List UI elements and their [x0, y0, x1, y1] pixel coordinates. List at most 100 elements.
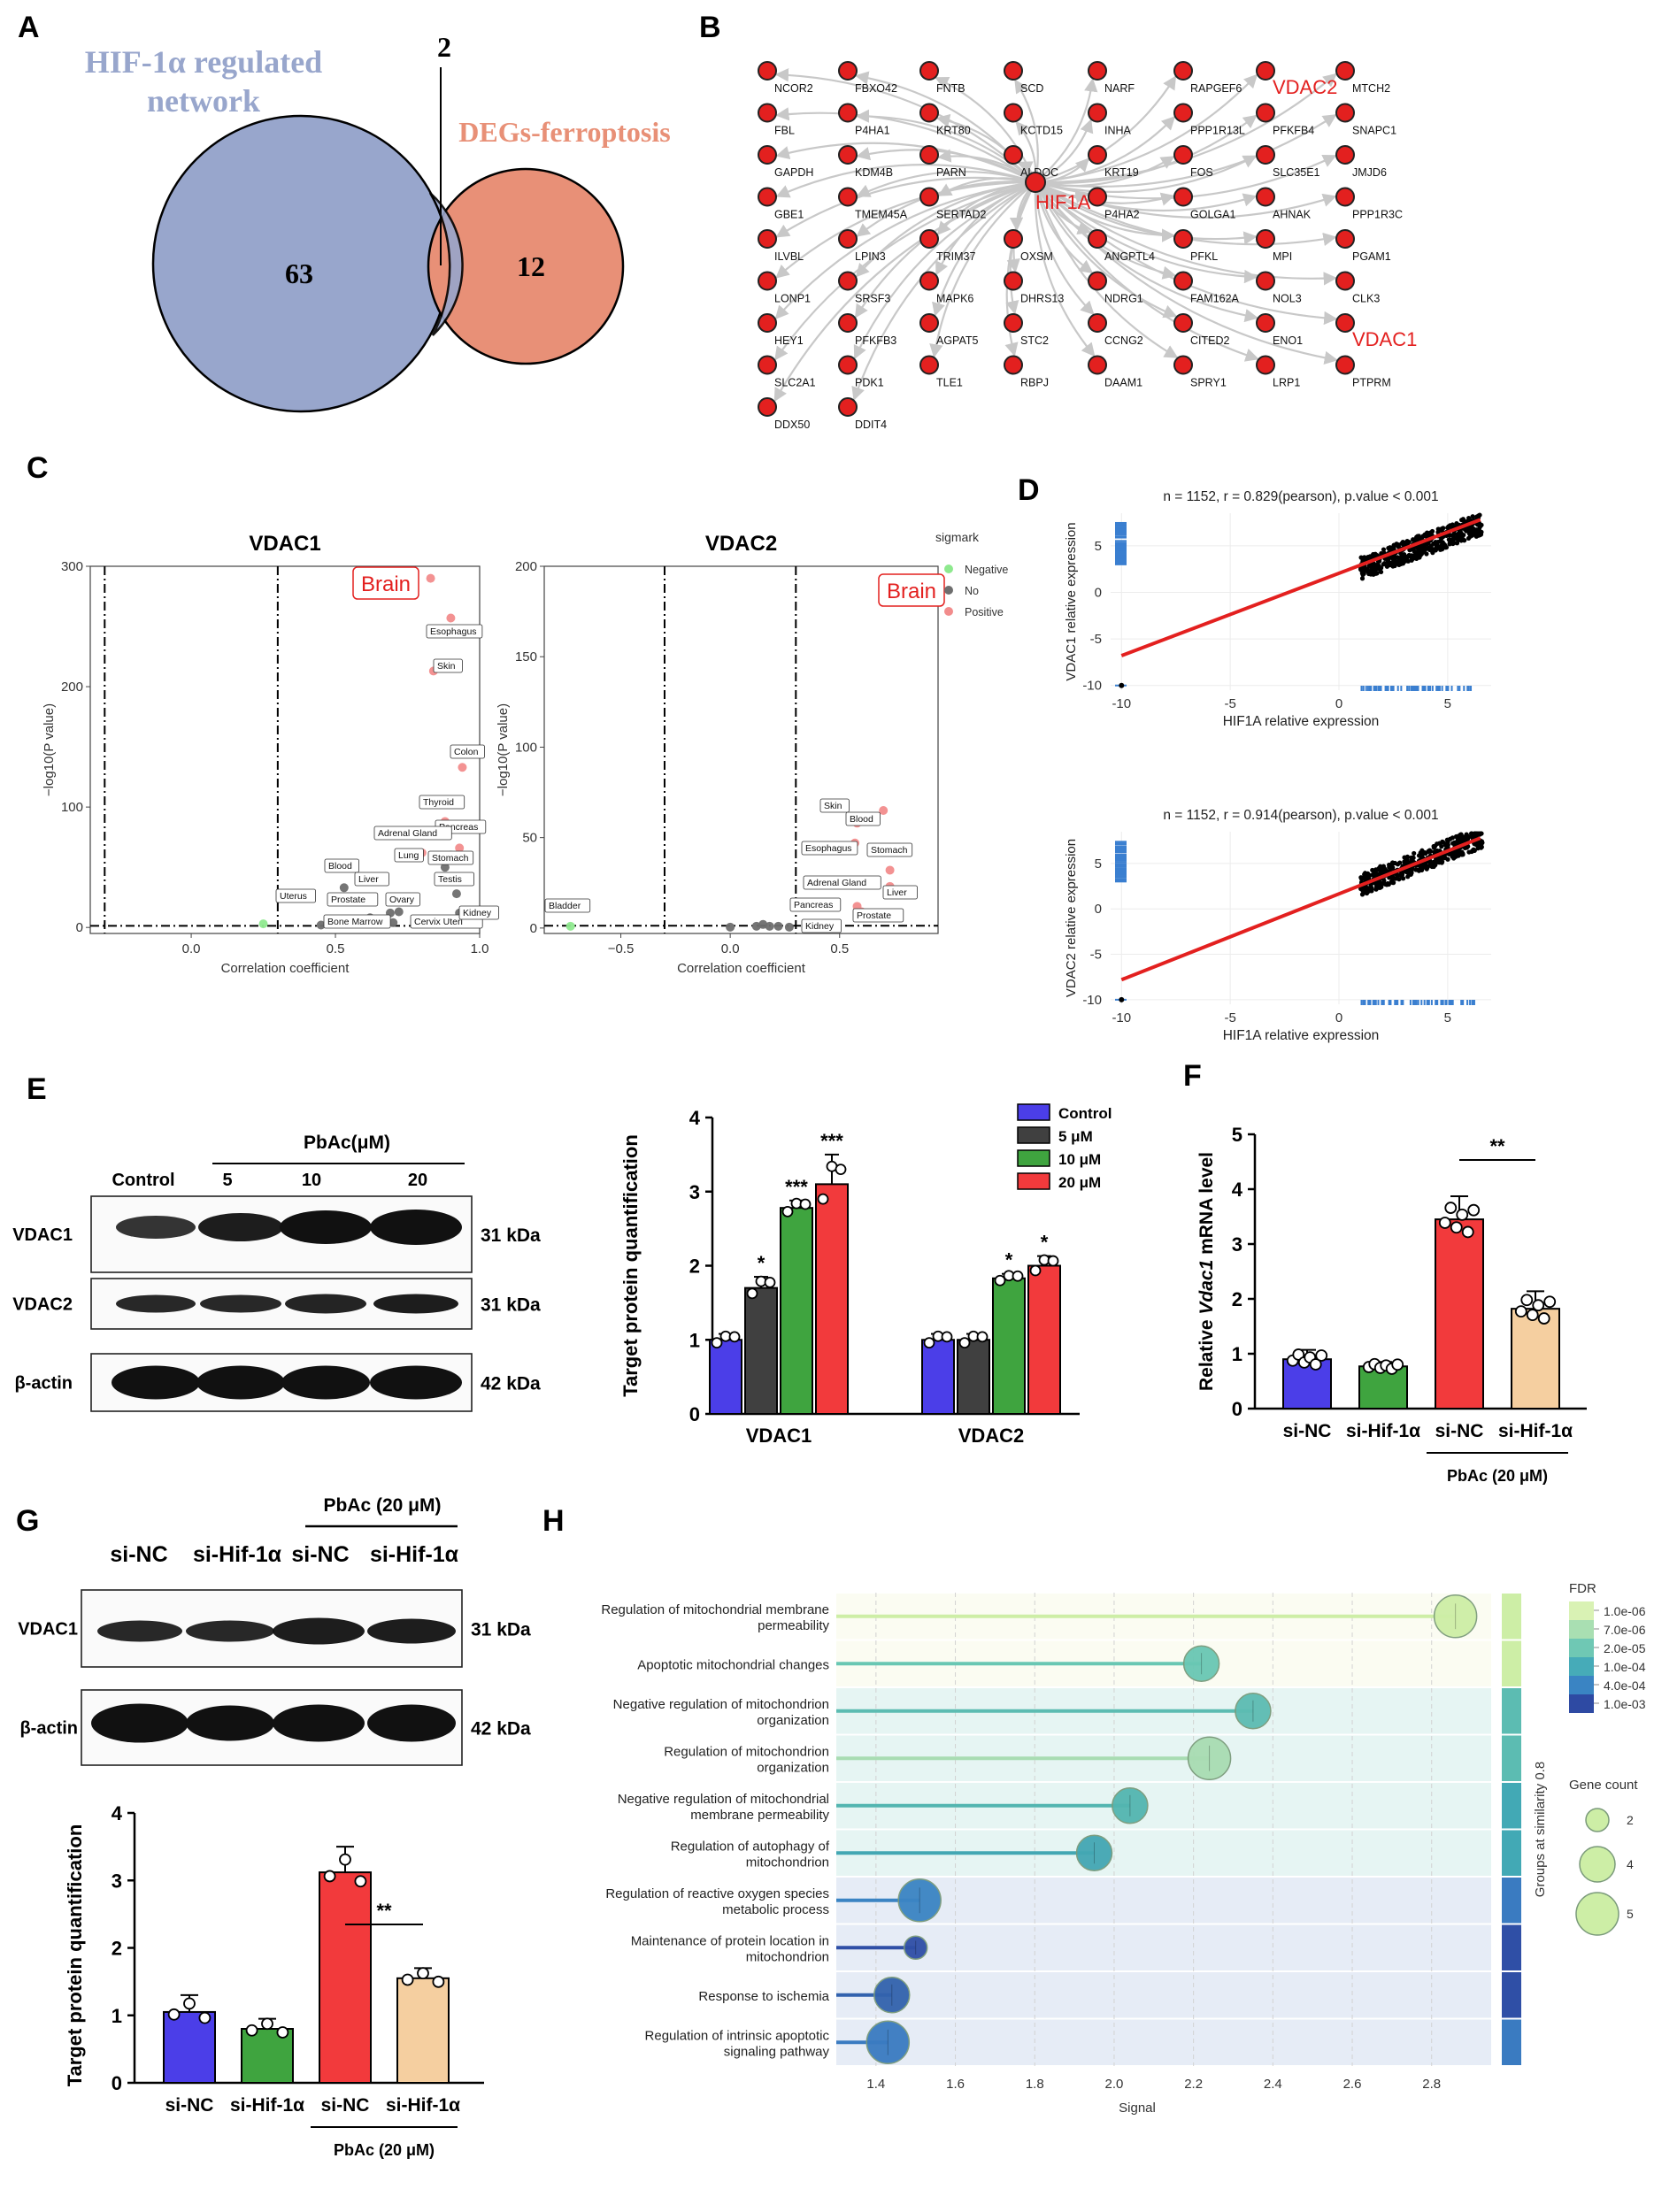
- bar-e-data-point: [835, 1164, 847, 1176]
- lollipop-dot: [1112, 1787, 1149, 1824]
- correlation-regression-line: [1120, 518, 1481, 657]
- venn-right-label: DEGs-ferroptosis: [458, 116, 670, 148]
- correlation-point: [1450, 853, 1455, 858]
- network-node-label: DDX50: [774, 419, 810, 431]
- network-edge-gapdh: [775, 142, 1036, 183]
- blot-band: [280, 1210, 372, 1244]
- lollipop-term-label: Regulation of autophagy of: [671, 1839, 830, 1854]
- volcano-point: [339, 883, 349, 893]
- volcano-tissue-label: Pancreas: [794, 900, 833, 910]
- network-node-label: KRT19: [1104, 166, 1139, 179]
- bar-category-label: si-Hif-1α: [386, 2095, 460, 2116]
- network-node-label: ENO1: [1273, 334, 1303, 347]
- bar-y-tick-label: 0: [1232, 1398, 1242, 1420]
- lollipop-dot: [1235, 1693, 1272, 1730]
- bar-y-tick-label: 1: [112, 2005, 122, 2027]
- network-node-label: JMJD6: [1352, 166, 1387, 179]
- correlation-point: [1476, 526, 1481, 532]
- lollipop-x-tick-label: 1.8: [1026, 2077, 1044, 2092]
- volcano-tissue-label: Lung: [398, 850, 419, 861]
- network-node-label: AGPAT5: [936, 334, 979, 347]
- network-node-srsf3: [838, 271, 858, 291]
- network-node-ppp1r13l: [1173, 103, 1193, 123]
- network-edge-vdac2: [1035, 73, 1258, 184]
- network-edge-nol3: [1035, 181, 1258, 284]
- network-node-p4ha2: [1088, 187, 1107, 207]
- correlation-point: [1474, 514, 1480, 519]
- correlation-point: [1414, 551, 1419, 557]
- bar-y-tick-label: 2: [112, 1938, 122, 1960]
- network-node-pgam1: [1335, 229, 1355, 249]
- correlation-point: [1419, 551, 1425, 557]
- correlation-point: [1439, 857, 1444, 863]
- network-edge-agpat5: [932, 181, 1036, 317]
- blot-band: [112, 1365, 200, 1400]
- venn-diagram: HIF-1α regulated network DEGs-ferroptosi…: [85, 31, 671, 413]
- network-node-spry1: [1173, 355, 1193, 375]
- network-node-ncor2: [758, 61, 777, 81]
- blot-g-lane-label: si-NC: [110, 1542, 167, 1567]
- network-node-sertad2: [919, 187, 939, 207]
- network-edge-sertad2: [937, 177, 1036, 196]
- correlation-point: [1370, 872, 1375, 878]
- bar-e-data-point: [1029, 1264, 1042, 1277]
- volcano-point: [388, 918, 398, 927]
- bar-e-legend-swatch: [1017, 1103, 1050, 1121]
- network-node-label: PPP1R13L: [1190, 125, 1245, 137]
- correlation-point: [1460, 834, 1466, 840]
- western-blot-g: PbAc (20 μM) si-NC si-Hif-1α si-NC si-Hif-1α…: [18, 1495, 531, 1766]
- bar-f-y-axis-label-post: mRNA level: [1196, 1152, 1217, 1260]
- network-node-ccng2: [1088, 313, 1107, 333]
- correlation-point: [1396, 542, 1402, 548]
- network-edge-parn: [937, 149, 1036, 183]
- bar-data-point: [1520, 1294, 1534, 1307]
- correlation-point: [1466, 531, 1473, 536]
- network-node-label: SCD: [1020, 82, 1043, 95]
- correlation-point: [1420, 863, 1426, 869]
- volcano-tissue-box: [354, 872, 389, 887]
- correlation-point: [1381, 561, 1388, 566]
- network-edge-ccng2: [1034, 181, 1095, 316]
- correlation-point: [1459, 851, 1466, 857]
- volcano-y-tick-label: 150: [515, 649, 537, 664]
- blot-band: [198, 1213, 283, 1241]
- correlation-point: [1419, 867, 1425, 872]
- network-node-stc2: [1004, 313, 1023, 333]
- network-edge-tmem45a: [856, 170, 1036, 197]
- network-edge-snapc1: [1035, 113, 1337, 188]
- lollipop-term-label: Regulation of mitochondrial membrane: [601, 1602, 829, 1617]
- network-node-fbl: [758, 103, 777, 123]
- network-node-label: TMEM45A: [855, 209, 908, 221]
- bar-1: [1358, 1365, 1408, 1410]
- western-blot-e: PbAc(μM) Control 5 10 20 VDAC1 31 kDa VDAC2 31 k…: [12, 1133, 541, 1412]
- network-node-label: DHRS13: [1020, 293, 1064, 305]
- bar-e-y-tick-label: 3: [689, 1181, 700, 1203]
- venn-overlap-count: 2: [437, 31, 451, 63]
- network-node-label: INHA: [1104, 125, 1132, 137]
- volcano-tissue-box: [394, 848, 424, 863]
- correlation-point: [1406, 872, 1412, 877]
- correlation-point: [1426, 849, 1431, 855]
- network-edge-scd: [1014, 79, 1039, 183]
- volcano-legend-label: Positive: [965, 606, 1004, 618]
- bar-e-data-point: [941, 1331, 953, 1343]
- network-node-ilvbl: [758, 229, 777, 249]
- volcano-tissue-label: Cervix Uteri: [414, 917, 463, 927]
- venn-overlap-region: [428, 192, 464, 336]
- lollipop-term-label: organization: [757, 1760, 829, 1775]
- network-node-label: LONP1: [774, 293, 811, 305]
- lollipop-x-tick-label: 2.8: [1422, 2077, 1441, 2092]
- bar-y-tick-label: 5: [1232, 1124, 1242, 1146]
- network-edge-ppp1r3c: [1035, 180, 1337, 219]
- lollipop-term-label: Maintenance of protein location in: [631, 1933, 829, 1948]
- bar-data-point: [1537, 1312, 1550, 1325]
- blot-band: [200, 1294, 281, 1313]
- hif1a-network: NCOR2 FBL GAPDH GBE1 ILVBL LONP1 HEY1 SLC2A1 DDX…: [758, 61, 1417, 431]
- correlation-y-tick-label: 5: [1095, 856, 1102, 872]
- lollipop-fdr-legend-swatch: [1569, 1639, 1594, 1657]
- correlation-point: [1433, 862, 1438, 867]
- volcano-tissue-box: [324, 858, 359, 873]
- lollipop-row-band: [836, 1878, 1491, 1924]
- correlation-point: [1441, 526, 1446, 531]
- correlation-x-tick-label: 5: [1444, 696, 1451, 711]
